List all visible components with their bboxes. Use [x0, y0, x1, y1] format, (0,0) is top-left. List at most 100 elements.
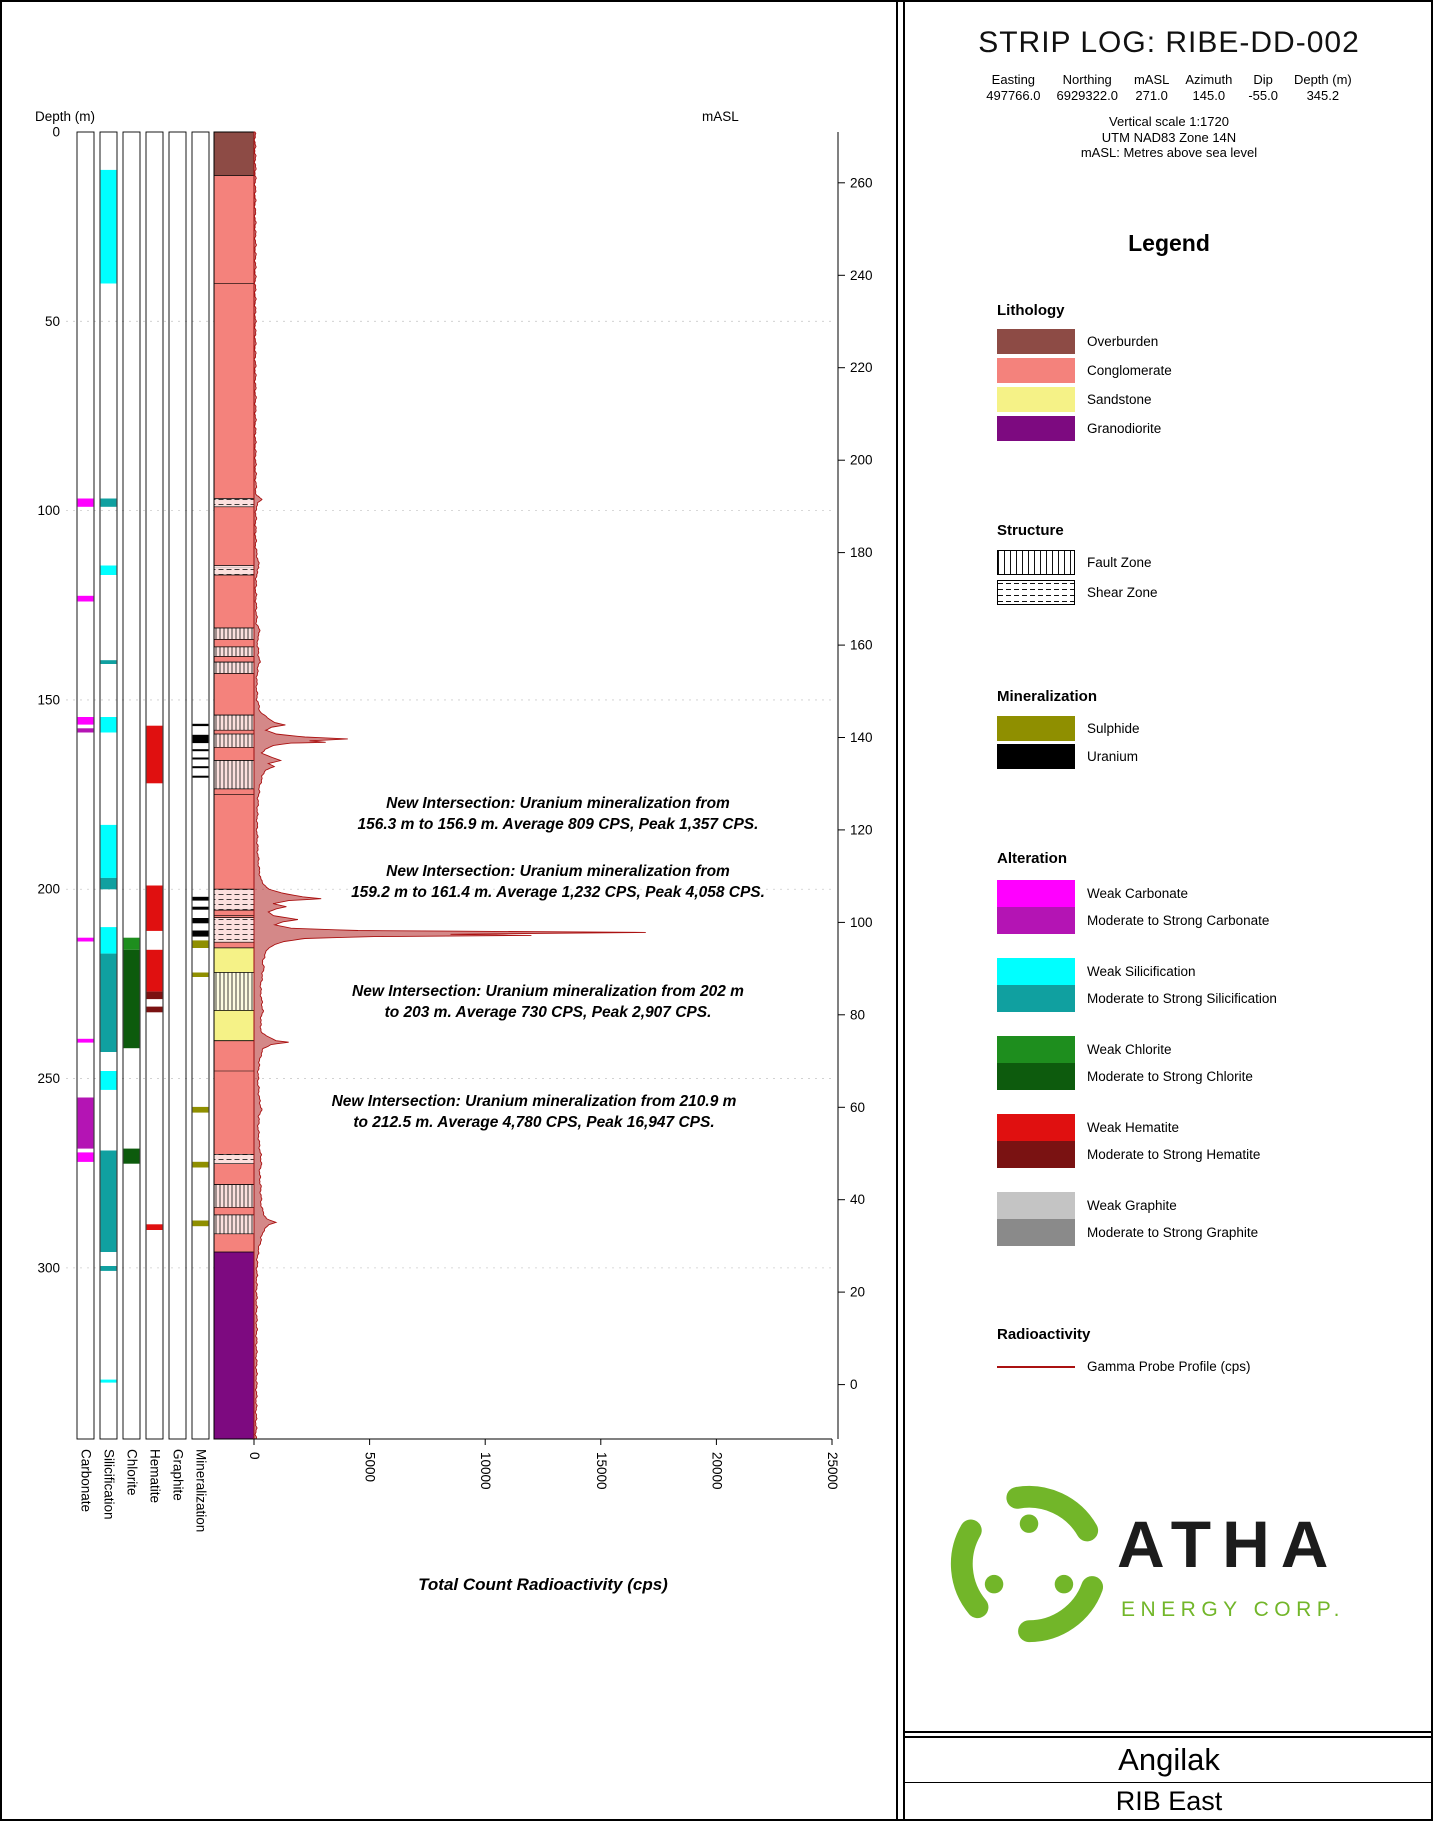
alteration-columns: Carbonate Silicification Chlorite Hematite G…: [76, 131, 210, 1532]
footer-separator: [905, 1731, 1431, 1738]
svg-text:25000: 25000: [825, 1452, 840, 1490]
legend-row-sandstone: Sandstone: [997, 387, 1152, 412]
weak-graphite-swatch: [997, 1192, 1075, 1219]
scale-note: Vertical scale 1:1720: [1109, 114, 1229, 129]
collar-label: Depth (m): [1293, 72, 1352, 87]
overburden-swatch: [997, 329, 1075, 354]
svg-text:0: 0: [247, 1452, 262, 1460]
fault-zone-swatch: [997, 550, 1075, 575]
hematite-swatch: [997, 1114, 1075, 1168]
intersection-annotation: 156.3 m to 156.9 m. Average 809 CPS, Pea…: [358, 816, 759, 833]
svg-text:15000: 15000: [594, 1452, 609, 1490]
svg-text:0: 0: [52, 125, 60, 140]
legend-row-granodiorite: Granodiorite: [997, 416, 1161, 441]
legend-label: Overburden: [1087, 334, 1159, 349]
lith-granodiorite: [214, 1252, 254, 1439]
svg-text:220: 220: [850, 360, 873, 375]
collar-value: 497766.0: [986, 88, 1041, 103]
collar-depth: Depth (m) 345.2: [1294, 72, 1352, 104]
svg-text:0: 0: [850, 1377, 858, 1392]
structure-fault-zone: [214, 733, 254, 748]
intersection-annotation: New Intersection: Uranium mineralization…: [352, 983, 744, 1000]
structure-fault-zone: [214, 760, 254, 790]
weak-carbonate-swatch: [997, 880, 1075, 907]
legend-label: Moderate to Strong Hematite: [1087, 1147, 1261, 1162]
intersection-annotation: to 203 m. Average 730 CPS, Peak 2,907 CP…: [385, 1004, 712, 1021]
structure-fault-zone: [214, 714, 254, 731]
footer-divider-line: [905, 1782, 1431, 1783]
collar-value: 345.2: [1306, 88, 1340, 103]
lith-conglomerate: [214, 175, 254, 948]
legend-group-carbonate: Weak Carbonate Moderate to Strong Carbona…: [997, 880, 1269, 934]
svg-text:20000: 20000: [709, 1452, 724, 1490]
graphite-swatch: [997, 1192, 1075, 1246]
intersection-annotation: New Intersection: Uranium mineralization…: [386, 863, 730, 880]
collar-azimuth: Azimuth 145.0: [1185, 72, 1232, 104]
svg-text:10000: 10000: [478, 1452, 493, 1490]
collar-value: 145.0: [1192, 88, 1226, 103]
svg-text:160: 160: [850, 638, 873, 653]
legend-label: Uranium: [1087, 749, 1139, 764]
structure-fault-zone: [214, 1184, 254, 1208]
svg-text:260: 260: [850, 175, 873, 190]
column-label-hematite: Hematite: [148, 1449, 163, 1503]
conglomerate-swatch: [997, 358, 1075, 383]
strong-graphite-swatch: [997, 1219, 1075, 1246]
cps-axis-title: Total Count Radioactivity (cps): [418, 1575, 668, 1594]
legend-group-graphite: Weak Graphite Moderate to Strong Graphite: [997, 1192, 1258, 1246]
legend-label: Sulphide: [1087, 721, 1140, 736]
legend-row-fault-zone: Fault Zone: [997, 550, 1152, 575]
svg-text:200: 200: [850, 453, 873, 468]
svg-text:200: 200: [37, 882, 60, 897]
legend-row-conglomerate: Conglomerate: [997, 358, 1172, 383]
collar-label: mASL: [1133, 72, 1170, 87]
legend-row-gamma: Gamma Probe Profile (cps): [997, 1354, 1251, 1379]
legend-label: Granodiorite: [1087, 421, 1162, 436]
column-label-graphite: Graphite: [171, 1449, 186, 1501]
column-hematite: Hematite: [145, 131, 164, 1503]
gamma-line-swatch: [997, 1354, 1075, 1379]
legend-label: Weak Hematite: [1087, 1120, 1180, 1135]
granodiorite-swatch: [997, 416, 1075, 441]
cps-axis: 0 5000 10000 15000 20000 25000 Total Count Rad…: [247, 1438, 840, 1594]
area-name: RIB East: [1115, 1786, 1223, 1816]
collar-label: Northing: [1062, 72, 1112, 87]
collar-label: Azimuth: [1185, 72, 1233, 87]
legend-group-hematite: Weak Hematite Moderate to Strong Hematite: [997, 1114, 1260, 1168]
weak-hematite-swatch: [997, 1114, 1075, 1141]
strong-silicification-swatch: [997, 985, 1075, 1012]
structure-fault-zone: [214, 972, 254, 1011]
svg-text:50: 50: [45, 314, 60, 329]
alteration-section-header: Alteration: [997, 850, 1068, 867]
legend-label: Shear Zone: [1087, 585, 1158, 600]
structure-shear-zone: [214, 565, 254, 576]
page-title: STRIP LOG: RIBE-DD-002: [978, 26, 1360, 59]
structure-section-header: Structure: [997, 522, 1064, 539]
column-label-chlorite: Chlorite: [125, 1449, 140, 1496]
project-name: Angilak: [1118, 1742, 1220, 1777]
strong-hematite-swatch: [997, 1141, 1075, 1168]
structure-fault-zone: [214, 646, 254, 657]
legend-label: Moderate to Strong Graphite: [1087, 1225, 1259, 1240]
legend-label: Moderate to Strong Carbonate: [1087, 913, 1270, 928]
masl-axis-label: mASL: [702, 109, 739, 124]
depth-axis-label: Depth (m): [35, 109, 95, 124]
strong-chlorite-swatch: [997, 1063, 1075, 1090]
mineralization-section-header: Mineralization: [997, 688, 1098, 705]
weak-silicification-swatch: [997, 958, 1075, 985]
legend-row-sulphide: Sulphide: [997, 716, 1140, 741]
structure-shear-zone: [214, 1153, 254, 1165]
svg-text:250: 250: [37, 1071, 60, 1086]
legend-label: Weak Chlorite: [1087, 1042, 1172, 1057]
legend-label: Moderate to Strong Chlorite: [1087, 1069, 1253, 1084]
collar-label: Easting: [991, 72, 1036, 87]
column-carbonate: Carbonate: [76, 131, 95, 1512]
collar-northing: Northing 6929322.0: [1056, 72, 1117, 104]
shear-zone-swatch: [997, 580, 1075, 605]
legend-row-shear-zone: Shear Zone: [997, 580, 1158, 605]
svg-text:60: 60: [850, 1100, 865, 1115]
legend-label: Conglomerate: [1087, 363, 1172, 378]
brand-subtitle: ENERGY CORP.: [1121, 1598, 1345, 1621]
